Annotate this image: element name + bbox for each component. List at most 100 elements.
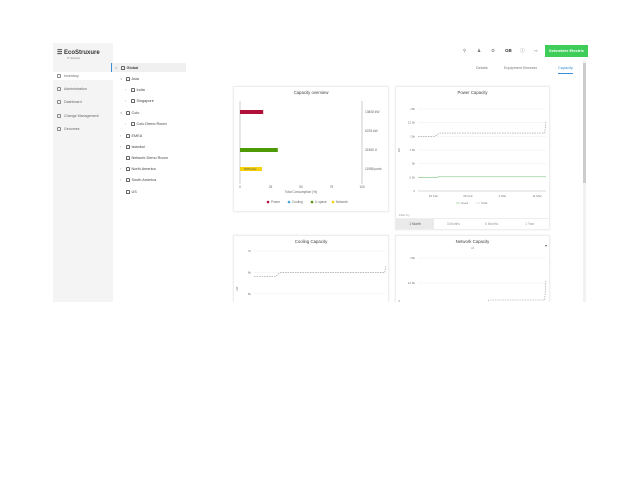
- bar-total-label: 11988 ports: [365, 167, 382, 171]
- legend-label: Power: [271, 200, 281, 204]
- location-icon: [131, 99, 135, 103]
- chevron-down-icon[interactable]: ∨: [115, 66, 118, 70]
- x-tick-label: 19 Feb: [429, 194, 439, 198]
- sidebar-item-change-management[interactable]: Change Management: [57, 114, 99, 118]
- x-axis-title: Total Consumption (%): [285, 190, 317, 194]
- settings-icon[interactable]: ⚙: [491, 48, 496, 53]
- sidebar-item-inventory[interactable]: Inventory: [53, 72, 113, 80]
- y-tick-label: 15k: [410, 256, 415, 260]
- chevron-right-icon[interactable]: ›: [120, 178, 122, 182]
- legend-marker: [266, 200, 270, 204]
- y-tick-label: 5k: [412, 162, 416, 166]
- tree-node[interactable]: › North America: [120, 167, 156, 171]
- tree-node[interactable]: US: [120, 190, 137, 194]
- y-axis-title: kW: [235, 286, 239, 290]
- change-icon: [57, 114, 61, 118]
- chevron-right-icon[interactable]: ›: [120, 167, 122, 171]
- admin-icon: [57, 87, 61, 91]
- y-tick-label: 2.5k: [409, 175, 415, 179]
- filter-1-year[interactable]: 1 Year: [525, 222, 535, 226]
- y-tick-label: 7.5k: [409, 148, 415, 152]
- capacity-overview-chart: 13808 kW 6228 kW 31965 U 11988 ports 3678 po…: [239, 101, 382, 204]
- chevron-right-icon[interactable]: ›: [125, 99, 127, 103]
- location-icon: [126, 111, 130, 115]
- y-axis-title: kW: [397, 148, 401, 152]
- location-icon: [126, 156, 130, 160]
- user-icon[interactable]: ♟: [477, 48, 482, 53]
- tree-node[interactable]: › EMEA: [120, 134, 142, 138]
- y-tick-label: 7k: [248, 249, 252, 253]
- chevron-right-icon[interactable]: ›: [120, 134, 122, 138]
- tree-node[interactable]: › Singapore: [125, 99, 154, 103]
- filter-label: Filter by: [399, 213, 410, 217]
- tree-node[interactable]: ∨ Colo: [120, 111, 139, 115]
- tree-node[interactable]: Network Demo Room: [120, 156, 168, 160]
- location-icon: [126, 190, 130, 194]
- tree-node-label: EMEA: [131, 134, 143, 138]
- x-tick-label: 50: [299, 185, 303, 189]
- location-icon: [131, 88, 135, 92]
- logout-icon[interactable]: ⇨: [534, 48, 538, 53]
- sidebar-item-genomes[interactable]: Genomes: [57, 127, 80, 131]
- help-icon[interactable]: ⓘ: [520, 48, 525, 53]
- search-icon[interactable]: ⚲: [463, 48, 467, 53]
- logo-subtitle: IT Advisor: [67, 56, 81, 60]
- sidebar-item-administration[interactable]: Administration: [57, 87, 87, 91]
- genome-icon: [57, 127, 61, 131]
- bar-total-label: 13808 kW: [365, 110, 379, 114]
- ecostruxure-logo: ☰ EcoStruxure IT Advisor: [57, 50, 100, 60]
- tree-node[interactable]: › India: [125, 88, 145, 92]
- filter-3-months[interactable]: 3 Months: [446, 222, 460, 226]
- chevron-down-icon[interactable]: ▾: [544, 243, 547, 248]
- x-tick-label: 11 Mar: [532, 194, 541, 198]
- legend-marker: [287, 200, 291, 204]
- legend-label: Used: [461, 201, 468, 205]
- tree-node[interactable]: › South America: [120, 178, 156, 182]
- network-filter-select[interactable]: All: [470, 246, 475, 250]
- x-tick-label: 100: [359, 185, 365, 189]
- tree-node[interactable]: ∨ Global: [111, 63, 186, 72]
- logo-text: EcoStruxure: [64, 50, 100, 56]
- filter-6-months[interactable]: 6 Months: [485, 222, 499, 226]
- tab-capacity[interactable]: Capacity: [558, 66, 573, 74]
- tree-node-label: Network Demo Room: [131, 156, 168, 160]
- sidebar-item-dashboard[interactable]: Dashboard: [57, 100, 82, 104]
- chevron-down-icon[interactable]: ∨: [120, 111, 123, 115]
- series-line-used: [418, 175, 546, 178]
- tab-equipment-browser[interactable]: Equipment Browser: [504, 66, 538, 70]
- dashboard-icon: [57, 100, 61, 104]
- y-tick-label: 12.5k: [408, 121, 416, 125]
- card-title: Network Capacity: [455, 239, 490, 244]
- card-title: Power Capacity: [457, 90, 488, 95]
- y-tick-label: 15k: [410, 107, 415, 111]
- nav-label: Genomes: [64, 127, 80, 131]
- bar-power: [240, 110, 264, 114]
- tree-node[interactable]: › Istanbul: [120, 145, 145, 149]
- chevron-right-icon[interactable]: ›: [120, 145, 122, 149]
- tree-node-label: India: [136, 88, 145, 92]
- card-title: Capacity overview: [293, 90, 329, 95]
- y-axis-title: ports: [397, 299, 401, 302]
- sidebar: ☰ EcoStruxure IT Advisor Inventory Admini…: [53, 43, 113, 302]
- series-line-total: [487, 279, 547, 302]
- legend-label: U space: [315, 200, 327, 204]
- tree-node[interactable]: ∨ Asia: [120, 77, 139, 81]
- chevron-down-icon[interactable]: ∨: [120, 77, 123, 81]
- location-icon: [126, 178, 130, 182]
- tree-node-label: Singapore: [136, 99, 154, 103]
- scrollbar-thumb[interactable]: [583, 63, 586, 183]
- selection-highlight: [111, 63, 186, 72]
- language-button[interactable]: GB: [505, 48, 512, 53]
- power-capacity-card: Power Capacity 0 2.5k 5k 7.5k 10k 12.5k 15k kW 1…: [395, 86, 550, 230]
- tree-node-label: Asia: [131, 77, 139, 81]
- location-icon: [126, 134, 130, 138]
- tree-node[interactable]: › Colo Demo Room: [125, 122, 167, 126]
- series-line-total: [254, 265, 387, 278]
- filter-1-month[interactable]: 1 Month: [396, 219, 435, 229]
- chevron-right-icon[interactable]: ›: [125, 88, 127, 92]
- tree-node-label: Colo: [131, 111, 140, 115]
- schneider-logo: Schneider Electric: [545, 45, 588, 57]
- tab-details[interactable]: Details: [476, 66, 488, 70]
- chevron-right-icon[interactable]: ›: [125, 122, 127, 126]
